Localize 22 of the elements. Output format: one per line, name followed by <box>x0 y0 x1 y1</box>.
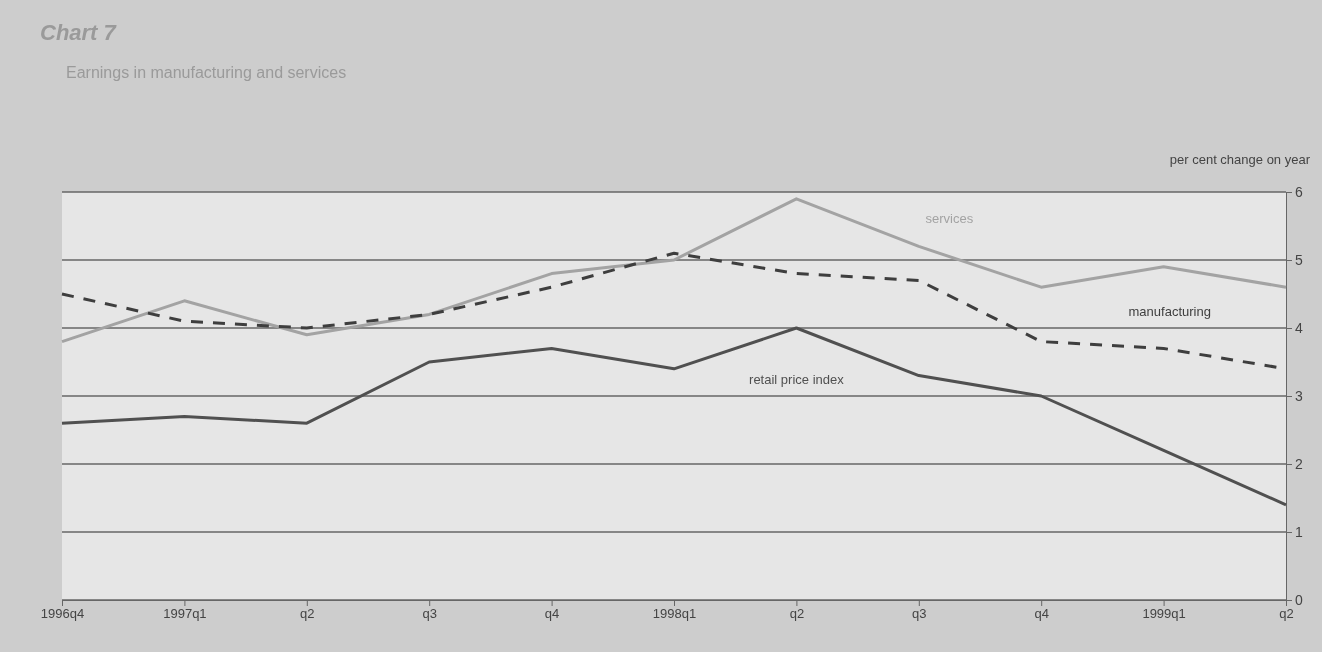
series-label: services <box>925 210 974 226</box>
x-tick-label: q2 <box>789 606 805 622</box>
x-tick-label: 1998q1 <box>652 606 697 622</box>
y-tick-label: 2 <box>1295 455 1303 472</box>
x-tick-label: q2 <box>300 606 315 622</box>
x-tick-label: 1999q1 <box>1142 606 1186 622</box>
x-tick-label: 1997q1 <box>163 606 207 622</box>
y-tick-label: 5 <box>1295 251 1303 268</box>
text: manufacturing <box>1128 303 1211 319</box>
x-tick-label: 1996q4 <box>40 606 85 622</box>
series-label: retail price index <box>749 371 845 387</box>
x-tick-label: q3 <box>422 606 437 622</box>
y-tick-label: 4 <box>1295 319 1303 336</box>
y-axis-title: per cent change on year <box>1169 152 1311 167</box>
x-tick-label: q2 <box>1279 606 1294 622</box>
y-tick-label: 0 <box>1295 591 1303 608</box>
x-tick-label: q4 <box>1034 606 1049 622</box>
y-tick-label: 1 <box>1295 523 1303 540</box>
y-tick-label: 6 <box>1295 183 1303 200</box>
x-tick-label: q3 <box>912 606 927 622</box>
y-tick-label: 3 <box>1295 387 1303 404</box>
x-tick-label: q4 <box>544 606 560 622</box>
